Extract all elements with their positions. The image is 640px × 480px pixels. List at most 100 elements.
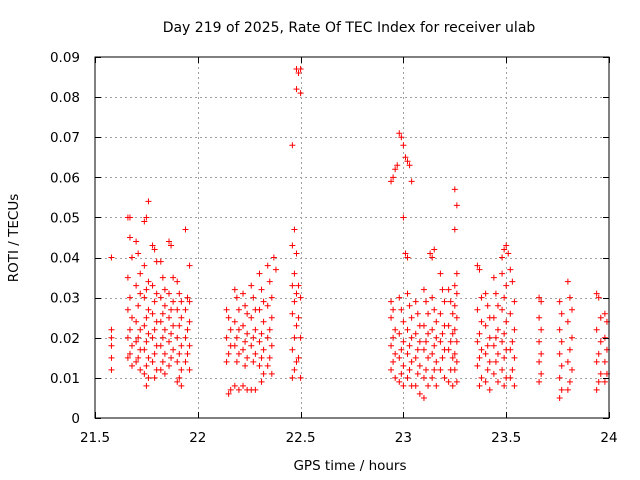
data-point xyxy=(149,242,156,249)
data-point xyxy=(595,294,602,301)
data-point xyxy=(429,254,436,261)
data-point xyxy=(233,294,240,301)
data-point xyxy=(291,334,298,341)
data-point xyxy=(503,242,510,249)
data-point xyxy=(178,314,185,321)
data-point xyxy=(412,354,419,361)
data-points xyxy=(108,66,610,401)
data-point xyxy=(396,130,403,137)
data-point xyxy=(420,346,427,353)
data-point xyxy=(133,338,140,345)
data-point xyxy=(161,302,168,309)
data-point xyxy=(408,358,415,365)
data-point xyxy=(447,338,454,345)
data-point xyxy=(289,142,296,149)
data-point xyxy=(423,338,430,345)
y-tick-label: 0.07 xyxy=(50,130,80,146)
data-point xyxy=(270,254,277,261)
data-point xyxy=(400,382,407,389)
data-point xyxy=(184,294,191,301)
data-point xyxy=(145,354,152,361)
data-point xyxy=(558,310,565,317)
data-point xyxy=(400,338,407,345)
data-point xyxy=(558,338,565,345)
data-point xyxy=(295,354,302,361)
data-point xyxy=(143,338,150,345)
data-point xyxy=(297,374,304,381)
y-tick-label: 0.05 xyxy=(50,210,80,226)
data-point xyxy=(404,158,411,165)
data-point xyxy=(593,358,600,365)
data-point xyxy=(558,386,565,393)
data-point xyxy=(392,350,399,357)
data-point xyxy=(151,298,158,305)
data-point xyxy=(264,302,271,309)
data-point xyxy=(392,374,399,381)
data-point xyxy=(166,314,173,321)
x-tick-label: 21.5 xyxy=(80,430,110,446)
data-point xyxy=(476,266,483,273)
data-point xyxy=(260,346,267,353)
data-point xyxy=(176,350,183,357)
data-point xyxy=(256,362,263,369)
data-point xyxy=(490,342,497,349)
data-point xyxy=(124,274,131,281)
data-point xyxy=(126,294,133,301)
data-point xyxy=(264,362,271,369)
data-point xyxy=(538,350,545,357)
data-point xyxy=(392,166,399,173)
data-point xyxy=(400,214,407,221)
data-point xyxy=(593,290,600,297)
data-point xyxy=(161,286,168,293)
data-point xyxy=(223,334,230,341)
data-point xyxy=(414,346,421,353)
data-point xyxy=(501,382,508,389)
data-point xyxy=(404,254,411,261)
data-point xyxy=(425,354,432,361)
data-point xyxy=(297,66,304,73)
data-point xyxy=(439,330,446,337)
data-point xyxy=(476,354,483,361)
data-point xyxy=(392,326,399,333)
y-tick-label: 0.09 xyxy=(50,50,80,66)
data-point xyxy=(499,270,506,277)
data-point xyxy=(482,350,489,357)
data-point xyxy=(451,186,458,193)
data-point xyxy=(478,374,485,381)
data-point xyxy=(511,298,518,305)
data-point xyxy=(499,338,506,345)
data-point xyxy=(161,370,168,377)
data-point xyxy=(433,334,440,341)
data-point xyxy=(451,350,458,357)
data-point xyxy=(297,90,304,97)
data-point xyxy=(143,314,150,321)
data-point xyxy=(503,318,510,325)
data-point xyxy=(252,386,259,393)
data-point xyxy=(398,306,405,313)
data-point xyxy=(260,298,267,305)
data-point xyxy=(149,282,156,289)
data-point xyxy=(293,322,300,329)
data-point xyxy=(159,358,166,365)
data-point xyxy=(556,298,563,305)
data-point xyxy=(166,338,173,345)
data-point xyxy=(556,326,563,333)
data-point xyxy=(453,202,460,209)
data-point xyxy=(558,362,565,369)
data-point xyxy=(490,314,497,321)
data-point xyxy=(225,350,232,357)
data-point xyxy=(494,302,501,309)
data-point xyxy=(406,162,413,169)
data-point xyxy=(429,350,436,357)
data-point xyxy=(408,334,415,341)
data-point xyxy=(256,270,263,277)
data-point xyxy=(182,334,189,341)
data-point xyxy=(447,298,454,305)
data-point xyxy=(133,358,140,365)
data-point xyxy=(433,382,440,389)
data-point xyxy=(168,354,175,361)
data-point xyxy=(143,286,150,293)
data-point xyxy=(242,302,249,309)
data-point xyxy=(252,326,259,333)
